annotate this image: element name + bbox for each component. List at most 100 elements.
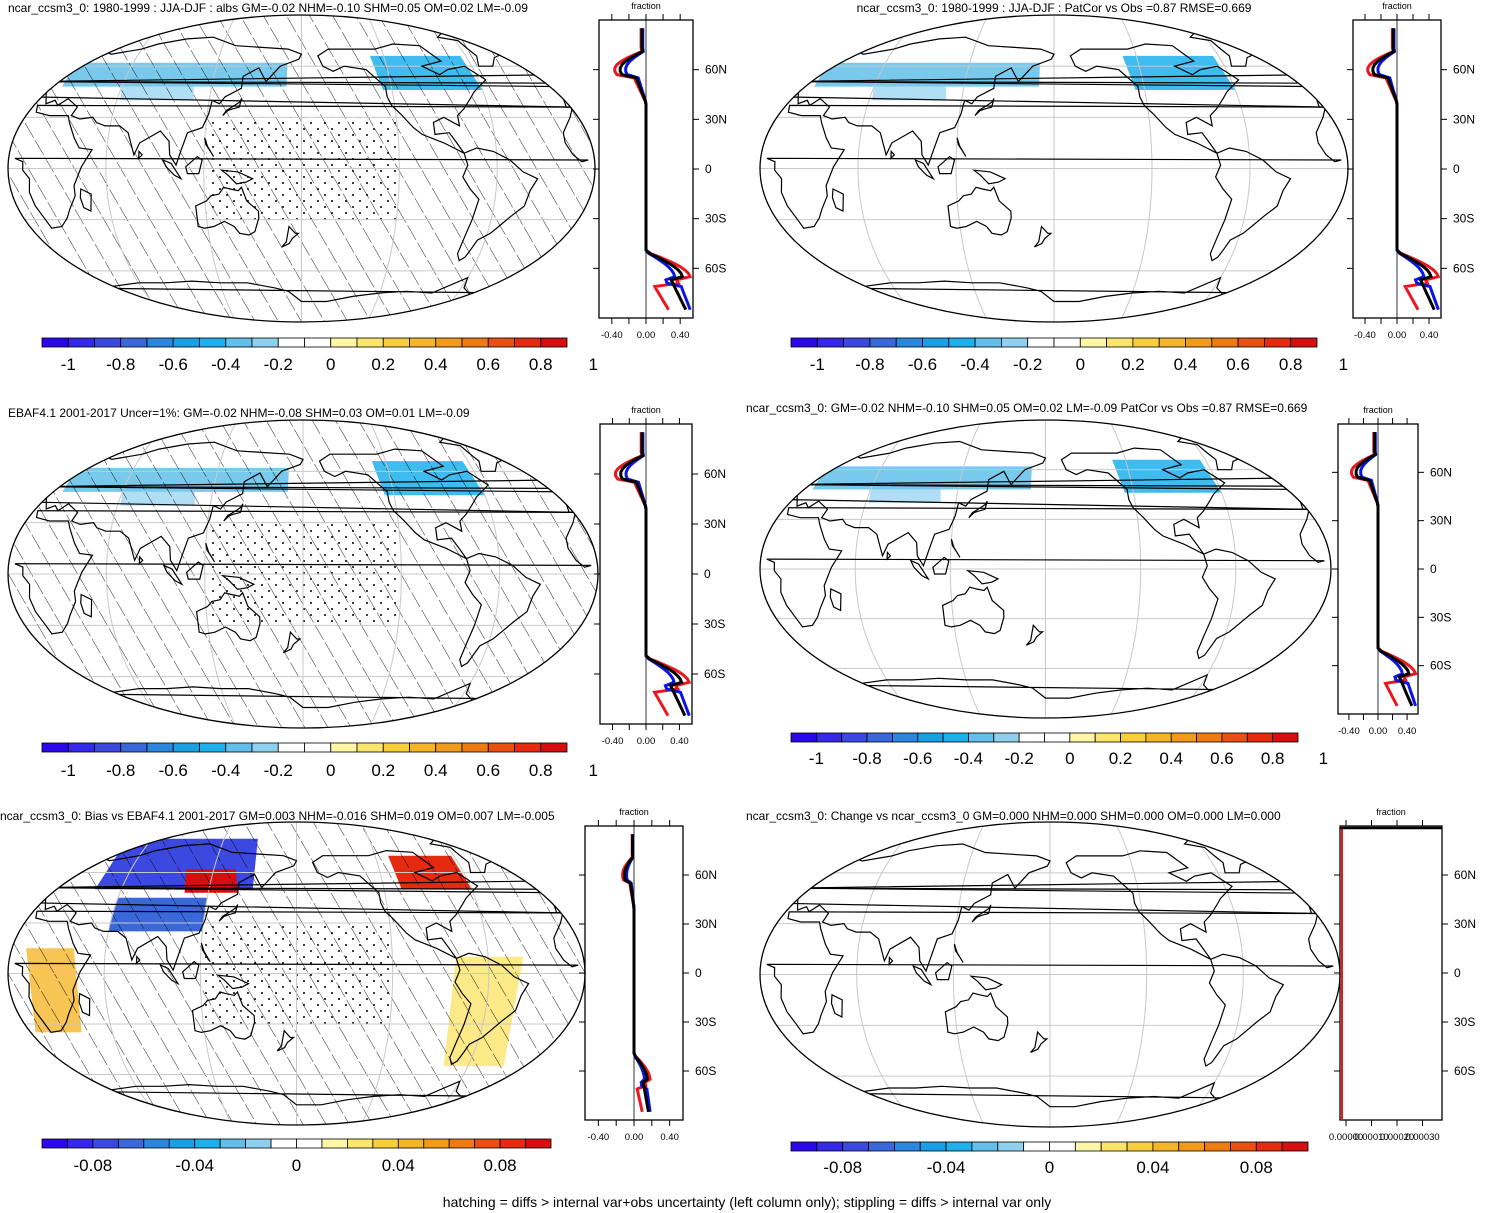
profile-frame (1339, 825, 1443, 1121)
x-tick-label: -0.40 (1354, 330, 1376, 341)
colorbar-swatch (146, 742, 174, 753)
profile-axis-label: fraction (619, 807, 649, 817)
colorbar-label: -0.4 (954, 749, 983, 768)
panel-title: ncar_ccsm3_0: Change vs ncar_ccsm3_0 GM=… (746, 809, 1281, 823)
colorbar-label: 1 (1319, 749, 1328, 768)
colorbar-label: 0.4 (1159, 749, 1183, 768)
colorbar-swatch (304, 337, 332, 348)
coastline-iceland (1255, 459, 1271, 464)
coastline-sumatra (914, 158, 936, 181)
colorbar-label: 0.08 (1240, 1158, 1273, 1177)
panel-title: ncar_ccsm3_0: Bias vs EBAF4.1 2001-2017 … (0, 809, 555, 823)
colorbar-label: -0.2 (264, 355, 293, 374)
colorbar-swatch (1152, 1141, 1180, 1152)
x-tick-label: 0.00030 (1405, 1132, 1439, 1143)
x-tick-label: 0.00 (625, 1132, 644, 1143)
colorbar-swatch (514, 742, 542, 753)
colorbar-label: -1 (61, 761, 76, 780)
colorbar-label: 0.2 (371, 355, 395, 374)
colorbar-swatch (815, 732, 843, 743)
lat-label: 60N (695, 868, 717, 882)
x-tick-label: 0.00 (637, 330, 656, 341)
colorbar-swatch (1211, 337, 1239, 348)
coastline-iceland (1262, 862, 1279, 867)
coastline-japan (974, 98, 995, 117)
x-tick-label: 0.00000 (1329, 1132, 1363, 1143)
colorbar-swatch (816, 1141, 844, 1152)
map-field (760, 15, 1348, 322)
lat-label: 0 (695, 966, 702, 980)
coastline-new-zealand (281, 225, 301, 248)
colorbar-label: -0.8 (106, 355, 135, 374)
colorbar-label: 0 (326, 761, 335, 780)
coastline-borneo (932, 556, 950, 575)
colorbar-label: 0.2 (1109, 749, 1133, 768)
lat-label: 60N (1454, 868, 1476, 882)
colorbar-swatch (67, 742, 95, 753)
colorbar-swatch (321, 1138, 348, 1149)
colorbar-swatch (525, 1138, 552, 1149)
profile-axis-label: fraction (1363, 405, 1393, 415)
colorbar-swatch (67, 1138, 94, 1149)
coastline-philippines (205, 543, 216, 563)
map-p3 (7, 419, 599, 729)
colorbar-label: 0.4 (1174, 355, 1198, 374)
colorbar-swatch (225, 742, 253, 753)
x-tick-label: -0.40 (601, 330, 623, 341)
lat-label: 30S (1453, 212, 1474, 226)
coastline-sumatra (912, 964, 933, 987)
graticule (8, 15, 595, 322)
colorbar-swatch (1044, 732, 1071, 743)
colorbar-swatch (1204, 1141, 1231, 1152)
colorbar-swatch (251, 337, 279, 348)
colorbar-label: -0.4 (211, 761, 240, 780)
map-field (8, 822, 585, 1125)
profile-line-black (623, 834, 650, 1113)
coastline-south-america (1196, 548, 1277, 660)
colorbar-swatch (917, 732, 944, 743)
coastline-japan (222, 98, 243, 117)
coastline-north-america (1065, 850, 1233, 960)
colorbar-swatch (790, 1141, 818, 1152)
lat-label: 0 (1430, 562, 1437, 576)
colorbar-swatch (919, 1141, 947, 1152)
lat-label: 30S (695, 1015, 716, 1029)
colorbar-swatch (1132, 337, 1160, 348)
colorbar-swatch (869, 337, 897, 348)
coastline-madagascar (79, 188, 92, 213)
colorbar-p3: -1 -0.8 -0.6 -0.4 -0.2 0 0.2 0.4 0.6 0.8 1 (41, 742, 598, 780)
colorbar-swatch (330, 742, 358, 753)
colorbar-swatch (974, 337, 1002, 348)
colorbar-label: -0.4 (211, 355, 240, 374)
colorbar-p5: -0.08 -0.04 0 0.04 0.08 (41, 1138, 552, 1175)
colorbar-swatch (842, 1141, 869, 1152)
colorbar-swatch (296, 1138, 323, 1149)
profile-axis-label: fraction (1382, 1, 1412, 11)
coastline-sri-lanka (886, 550, 892, 561)
colorbar-swatch (945, 1141, 973, 1152)
colorbar-label: -0.4 (960, 355, 989, 374)
profile-line-black (1354, 432, 1414, 707)
colorbar-swatch (92, 1138, 119, 1149)
colorbar-label: -0.8 (855, 355, 884, 374)
colorbar-swatch (172, 337, 200, 348)
profile-line-black (1371, 28, 1436, 311)
colorbar-swatch (146, 337, 174, 348)
lat-label: 0 (704, 567, 711, 581)
colorbar-swatch (790, 337, 818, 348)
colorbar-swatch (67, 337, 95, 348)
coastline-north-america (311, 849, 479, 959)
colorbar-swatch (1196, 732, 1223, 743)
lat-label: 60S (704, 667, 725, 681)
colorbar-label: -0.04 (927, 1158, 966, 1177)
colorbar-swatch (172, 742, 200, 753)
coastline-madagascar (829, 587, 842, 612)
coastline-new-guinea (969, 975, 1004, 991)
coastline-philippines (953, 943, 964, 963)
colorbar-swatch (895, 337, 923, 348)
colorbar-swatch (1221, 732, 1248, 743)
coastline-borneo (185, 155, 203, 175)
coastline-philippines (204, 137, 215, 157)
colorbar-swatch (942, 732, 969, 743)
field-asia-negative (868, 489, 941, 503)
